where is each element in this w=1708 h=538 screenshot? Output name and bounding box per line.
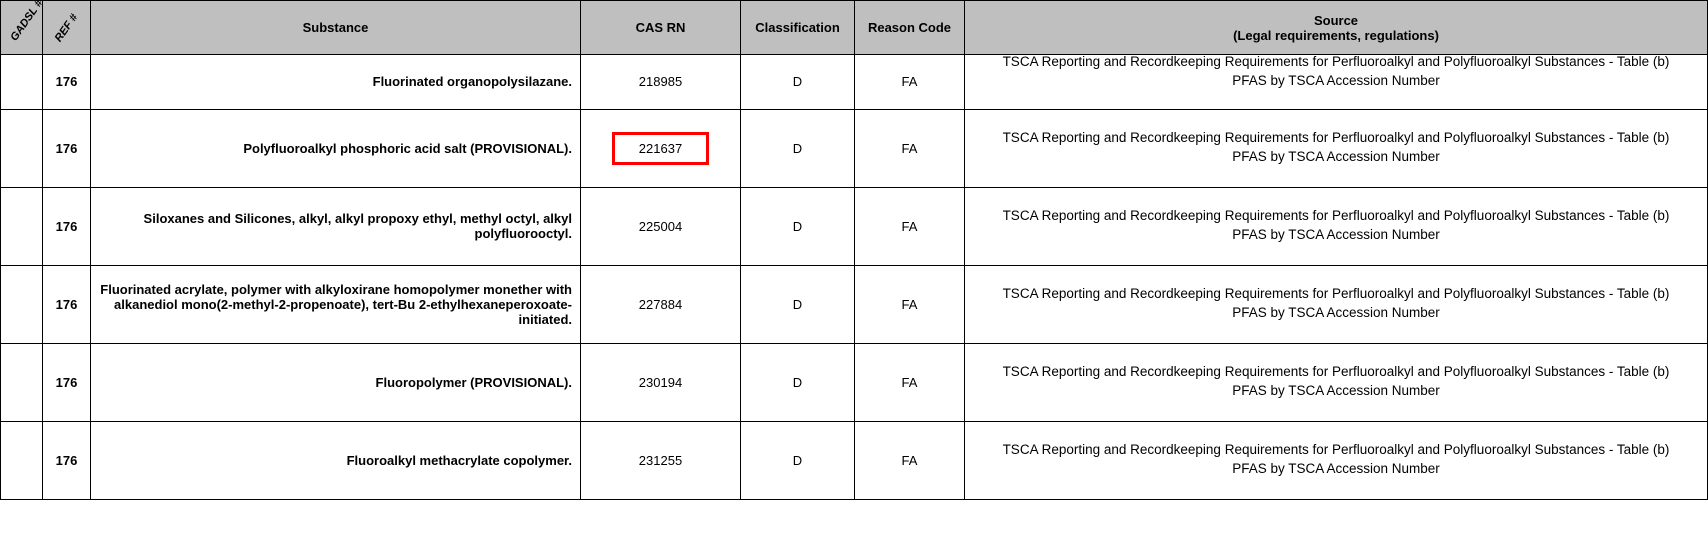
cell-gadsl (1, 265, 43, 343)
cell-substance: Siloxanes and Silicones, alkyl, alkyl pr… (91, 187, 581, 265)
cell-gadsl (1, 109, 43, 187)
table-row: 176Polyfluoroalkyl phosphoric acid salt … (1, 109, 1708, 187)
cell-substance: Fluorinated organopolysilazane. (91, 55, 581, 110)
header-row: GADSL # REF # Substance CAS RN Classific… (1, 1, 1708, 55)
cell-ref: 176 (43, 109, 91, 187)
cell-classification: D (741, 55, 855, 110)
cell-gadsl (1, 343, 43, 421)
cell-ref: 176 (43, 187, 91, 265)
substances-table: GADSL # REF # Substance CAS RN Classific… (0, 0, 1708, 500)
cell-reason: FA (855, 55, 965, 110)
cell-source: TSCA Reporting and Recordkeeping Require… (965, 421, 1708, 499)
cell-cas: 225004 (581, 187, 741, 265)
cell-ref: 176 (43, 55, 91, 110)
cell-ref: 176 (43, 343, 91, 421)
header-cas: CAS RN (581, 1, 741, 55)
header-source-line1: Source (1314, 13, 1358, 28)
cell-source: TSCA Reporting and Recordkeeping Require… (965, 265, 1708, 343)
table-row: 176Fluoropolymer (PROVISIONAL).230194DFA… (1, 343, 1708, 421)
cell-substance: Fluoropolymer (PROVISIONAL). (91, 343, 581, 421)
cell-cas: 221637 (581, 109, 741, 187)
cell-source: TSCA Reporting and Recordkeeping Require… (965, 55, 1708, 110)
header-source: Source (Legal requirements, regulations) (965, 1, 1708, 55)
header-reason: Reason Code (855, 1, 965, 55)
cell-classification: D (741, 343, 855, 421)
cell-substance: Polyfluoroalkyl phosphoric acid salt (PR… (91, 109, 581, 187)
table-row: 176Fluorinated acrylate, polymer with al… (1, 265, 1708, 343)
cell-ref: 176 (43, 265, 91, 343)
source-text: TSCA Reporting and Recordkeeping Require… (985, 55, 1687, 91)
table-row: 176Fluoroalkyl methacrylate copolymer.23… (1, 421, 1708, 499)
header-ref: REF # (43, 1, 91, 55)
cell-cas: 218985 (581, 55, 741, 110)
table-row: 176Fluorinated organopolysilazane.218985… (1, 55, 1708, 110)
header-classification: Classification (741, 1, 855, 55)
cell-substance: Fluoroalkyl methacrylate copolymer. (91, 421, 581, 499)
header-substance: Substance (91, 1, 581, 55)
header-source-line2: (Legal requirements, regulations) (1233, 28, 1439, 43)
cell-classification: D (741, 187, 855, 265)
cell-classification: D (741, 421, 855, 499)
highlight-box: 221637 (612, 132, 709, 165)
cell-gadsl (1, 421, 43, 499)
cell-gadsl (1, 187, 43, 265)
cell-reason: FA (855, 187, 965, 265)
cell-cas: 230194 (581, 343, 741, 421)
cell-source: TSCA Reporting and Recordkeeping Require… (965, 109, 1708, 187)
header-gadsl-label: GADSL # (8, 12, 34, 43)
header-gadsl: GADSL # (1, 1, 43, 55)
cell-substance: Fluorinated acrylate, polymer with alkyl… (91, 265, 581, 343)
cell-cas: 227884 (581, 265, 741, 343)
cell-classification: D (741, 109, 855, 187)
table-body: 176Fluorinated organopolysilazane.218985… (1, 55, 1708, 500)
cell-gadsl (1, 55, 43, 110)
cell-reason: FA (855, 109, 965, 187)
cell-cas: 231255 (581, 421, 741, 499)
cell-reason: FA (855, 343, 965, 421)
header-ref-label: REF # (52, 10, 82, 46)
cell-reason: FA (855, 421, 965, 499)
table-row: 176Siloxanes and Silicones, alkyl, alkyl… (1, 187, 1708, 265)
cell-source: TSCA Reporting and Recordkeeping Require… (965, 343, 1708, 421)
cell-ref: 176 (43, 421, 91, 499)
cell-source: TSCA Reporting and Recordkeeping Require… (965, 187, 1708, 265)
cell-classification: D (741, 265, 855, 343)
table-header: GADSL # REF # Substance CAS RN Classific… (1, 1, 1708, 55)
cell-reason: FA (855, 265, 965, 343)
